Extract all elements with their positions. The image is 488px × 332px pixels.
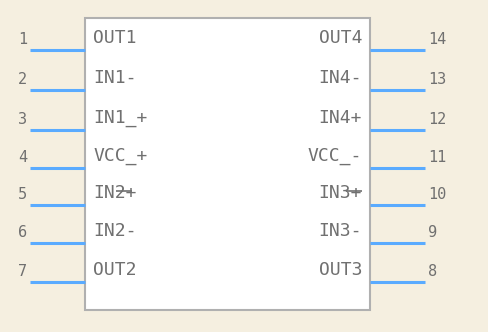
Text: IN2+: IN2+ [93, 184, 137, 202]
Text: 9: 9 [428, 225, 437, 240]
Text: VCC_+: VCC_+ [93, 147, 147, 165]
Text: OUT4: OUT4 [319, 29, 362, 47]
Text: 12: 12 [428, 112, 446, 127]
Text: 3: 3 [18, 112, 27, 127]
Text: IN3-: IN3- [319, 222, 362, 240]
Text: 10: 10 [428, 187, 446, 202]
Text: VCC_-: VCC_- [307, 147, 362, 165]
Text: IN1-: IN1- [93, 69, 137, 87]
Text: 14: 14 [428, 32, 446, 47]
Text: OUT3: OUT3 [319, 261, 362, 279]
Bar [85, 18, 370, 310]
Text: IN4+: IN4+ [319, 109, 362, 127]
Text: 4: 4 [18, 150, 27, 165]
Text: IN2-: IN2- [93, 222, 137, 240]
Text: IN1_+: IN1_+ [93, 109, 147, 127]
Text: 6: 6 [18, 225, 27, 240]
Text: 1: 1 [18, 32, 27, 47]
Text: 2: 2 [18, 72, 27, 87]
Text: IN4-: IN4- [319, 69, 362, 87]
Text: 11: 11 [428, 150, 446, 165]
Text: OUT1: OUT1 [93, 29, 137, 47]
Text: OUT2: OUT2 [93, 261, 137, 279]
Text: IN3+: IN3+ [319, 184, 362, 202]
Text: 8: 8 [428, 264, 437, 279]
Text: 7: 7 [18, 264, 27, 279]
Text: 5: 5 [18, 187, 27, 202]
Text: 13: 13 [428, 72, 446, 87]
